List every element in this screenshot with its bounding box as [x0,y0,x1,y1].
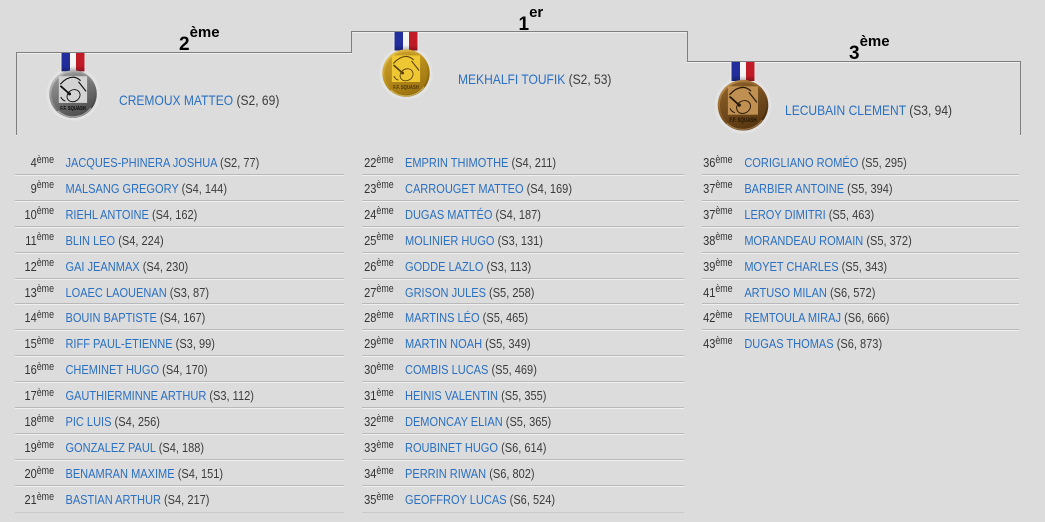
svg-text:F.F. SQUASH: F.F. SQUASH [60,106,86,112]
svg-text:F.F. SQUASH: F.F. SQUASH [393,85,419,91]
svg-text:F.F. SQUASH: F.F. SQUASH [729,117,757,124]
